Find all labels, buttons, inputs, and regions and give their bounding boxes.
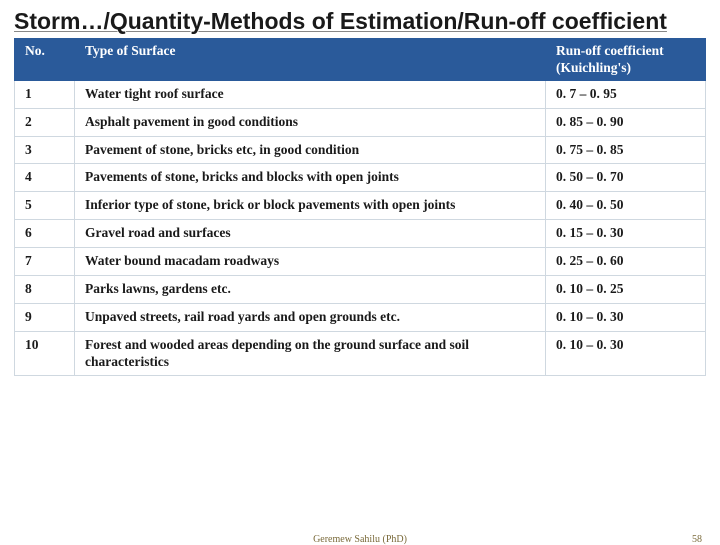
cell-surface: Water bound macadam roadways	[75, 248, 546, 276]
cell-no: 6	[15, 220, 75, 248]
cell-no: 3	[15, 136, 75, 164]
cell-coef: 0. 10 – 0. 30	[546, 331, 706, 376]
cell-surface: Asphalt pavement in good conditions	[75, 108, 546, 136]
cell-no: 5	[15, 192, 75, 220]
slide-title: Storm…/Quantity-Methods of Estimation/Ru…	[14, 8, 706, 34]
runoff-table: No. Type of Surface Run-off coefficient …	[14, 38, 706, 376]
cell-surface: Water tight roof surface	[75, 80, 546, 108]
cell-no: 1	[15, 80, 75, 108]
cell-surface: Parks lawns, gardens etc.	[75, 275, 546, 303]
table-row: 8 Parks lawns, gardens etc. 0. 10 – 0. 2…	[15, 275, 706, 303]
table-header-surface: Type of Surface	[75, 39, 546, 80]
cell-surface: Pavement of stone, bricks etc, in good c…	[75, 136, 546, 164]
cell-no: 9	[15, 303, 75, 331]
cell-surface: Unpaved streets, rail road yards and ope…	[75, 303, 546, 331]
cell-surface: Inferior type of stone, brick or block p…	[75, 192, 546, 220]
table-row: 3 Pavement of stone, bricks etc, in good…	[15, 136, 706, 164]
cell-no: 7	[15, 248, 75, 276]
cell-coef: 0. 75 – 0. 85	[546, 136, 706, 164]
cell-coef: 0. 15 – 0. 30	[546, 220, 706, 248]
cell-coef: 0. 40 – 0. 50	[546, 192, 706, 220]
cell-no: 8	[15, 275, 75, 303]
cell-no: 10	[15, 331, 75, 376]
cell-coef: 0. 50 – 0. 70	[546, 164, 706, 192]
cell-coef: 0. 25 – 0. 60	[546, 248, 706, 276]
table-row: 10 Forest and wooded areas depending on …	[15, 331, 706, 376]
cell-no: 2	[15, 108, 75, 136]
cell-coef: 0. 10 – 0. 30	[546, 303, 706, 331]
table-row: 7 Water bound macadam roadways 0. 25 – 0…	[15, 248, 706, 276]
cell-surface: Forest and wooded areas depending on the…	[75, 331, 546, 376]
cell-no: 4	[15, 164, 75, 192]
table-row: 2 Asphalt pavement in good conditions 0.…	[15, 108, 706, 136]
table-row: 5 Inferior type of stone, brick or block…	[15, 192, 706, 220]
cell-coef: 0. 10 – 0. 25	[546, 275, 706, 303]
table-row: 4 Pavements of stone, bricks and blocks …	[15, 164, 706, 192]
cell-surface: Pavements of stone, bricks and blocks wi…	[75, 164, 546, 192]
table-row: 9 Unpaved streets, rail road yards and o…	[15, 303, 706, 331]
cell-surface: Gravel road and surfaces	[75, 220, 546, 248]
table-header-coef: Run-off coefficient (Kuichling's)	[546, 39, 706, 80]
cell-coef: 0. 7 – 0. 95	[546, 80, 706, 108]
table-row: 1 Water tight roof surface 0. 7 – 0. 95	[15, 80, 706, 108]
cell-coef: 0. 85 – 0. 90	[546, 108, 706, 136]
table-header-no: No.	[15, 39, 75, 80]
table-row: 6 Gravel road and surfaces 0. 15 – 0. 30	[15, 220, 706, 248]
